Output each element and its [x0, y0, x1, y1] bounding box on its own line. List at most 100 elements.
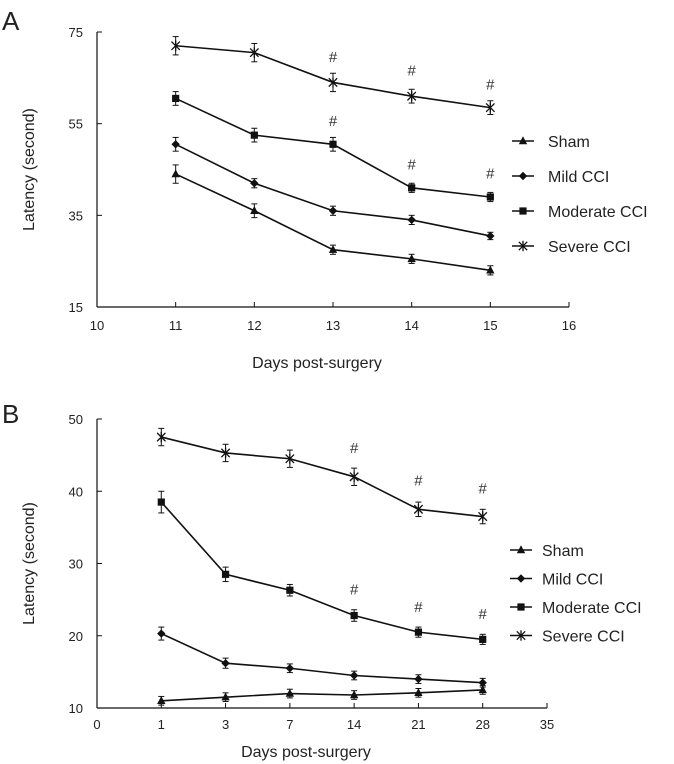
panel-a-legend-item-severe-cci: Severe CCI [512, 239, 631, 256]
panel-b-series-moderate-cci [157, 490, 487, 645]
panel-a-point-sham [407, 254, 416, 263]
panel-a-point-mild-cci [171, 140, 180, 149]
panel-a-x-tick-label: 13 [326, 318, 340, 333]
panel-a-point-mild-cci [486, 231, 495, 241]
panel-b-x-tick-label: 7 [286, 717, 293, 732]
panel-a-point-severe-cci [485, 102, 495, 113]
panel-a-x-tick-label: 16 [562, 318, 576, 333]
panel-b-legend-marker [517, 603, 525, 611]
panel-a-point-severe-cci [249, 47, 259, 58]
panel-b-x-tick-label: 1 [158, 717, 165, 732]
panel-b-y-tick-label: 30 [69, 557, 83, 572]
panel-b-legend-item-sham: Sham [510, 543, 584, 560]
panel-a-point-moderate-cci [172, 94, 180, 103]
panel-b-annotation-hash: # [479, 480, 488, 497]
panel-a-x-tick-label: 15 [483, 318, 497, 333]
panel-a-legend-marker [519, 207, 527, 215]
panel-b-point-moderate-cci [350, 611, 358, 620]
panel-a-y-tick-label: 15 [69, 300, 83, 315]
panel-a-legend-item-mild-cci: Mild CCI [512, 169, 609, 186]
panel-b-x-tick-label: 35 [540, 717, 554, 732]
panel-b-point-moderate-cci [157, 498, 165, 506]
panel-a-legend-marker [518, 136, 528, 145]
panel-b-annotation-hash: # [350, 440, 359, 457]
panel-a-x-axis-label: Days post-surgery [252, 355, 382, 372]
panel-a-legend-item-sham: Sham [512, 134, 590, 151]
panel-a-chart: A 10 11 12 13 14 15 16 15 35 55 75 Days post-surgery… [2, 6, 648, 372]
panel-b-legend-label: Sham [542, 543, 584, 560]
panel-b-legend-label: Severe CCI [542, 629, 625, 646]
panel-b-series-sham [157, 685, 487, 706]
panel-a-point-severe-cci [171, 40, 181, 51]
panel-a-legend-marker [518, 240, 528, 252]
panel-a-y-tick-label: 75 [69, 25, 83, 40]
panel-b-y-axis-label: Latency (second) [21, 502, 38, 625]
panel-b-annotation-hash: # [350, 582, 359, 599]
panel-a-x-tick-label: 14 [404, 318, 418, 333]
panel-b-legend-label: Mild CCI [542, 572, 603, 589]
panel-a-point-sham [250, 206, 259, 214]
panel-b-line-sham [161, 689, 483, 702]
panel-b-point-mild-cci [414, 674, 423, 684]
panel-a-y-tick-label: 35 [69, 208, 83, 223]
panel-b-line-moderate-cci [160, 501, 483, 641]
panel-a-x-tick-label: 11 [169, 318, 183, 333]
panel-b-annotation-hash: # [414, 472, 423, 489]
panel-a-annotation-hash: # [329, 49, 338, 66]
panel-b-legend-marker [516, 630, 526, 641]
panel-b-annotation-hash: # [479, 606, 488, 623]
panel-b-series-mild-cci [157, 626, 487, 688]
panel-b-x-tick-label: 14 [347, 717, 361, 732]
panel-b-line-severe-cci [161, 436, 483, 518]
panel-b-x-tick-label: 28 [475, 717, 489, 732]
panel-a-annotation-hash: # [486, 166, 495, 183]
panel-a-point-mild-cci [407, 215, 416, 225]
panel-a-point-sham [328, 245, 338, 253]
panel-a-legend-label: Sham [548, 134, 590, 151]
panel-b-point-mild-cci [349, 671, 359, 680]
panel-a-line-mild-cci [175, 143, 491, 237]
panel-a-annotation-hash: # [407, 63, 416, 80]
panel-b-legend-item-severe-cci: Severe CCI [510, 629, 625, 646]
panel-a-y-axis-label: Latency (second) [21, 108, 38, 231]
panel-a-point-sham [171, 169, 180, 178]
panel-a-x-tick-label: 12 [247, 318, 261, 333]
panel-a-annotation-hash: # [407, 157, 416, 174]
panel-b-point-mild-cci [157, 629, 166, 638]
panel-b-point-moderate-cci [221, 570, 230, 578]
panel-b-point-sham [285, 688, 295, 697]
panel-b-legend-marker [516, 545, 526, 554]
panel-a-point-mild-cci [328, 206, 338, 215]
panel-a-legend-marker [518, 171, 528, 181]
panel-a-x-tick-label: 10 [90, 318, 104, 333]
panel-b-point-severe-cci [413, 504, 424, 515]
panel-b-point-severe-cci [478, 511, 488, 522]
panel-b-point-sham [157, 696, 166, 704]
panel-b-point-sham [221, 692, 230, 701]
panel-a-point-moderate-cci [408, 184, 416, 192]
panel-a-point-severe-cci [328, 77, 338, 88]
panel-b-y-tick-label: 40 [69, 484, 83, 499]
panel-b-y-tick-label: 20 [69, 629, 83, 644]
panel-b-annotation-hash: # [414, 599, 423, 616]
panel-a-line-sham [175, 173, 491, 272]
panel-b-y-tick-label: 10 [69, 701, 83, 716]
panel-b-x-tick-label: 3 [222, 717, 229, 732]
panel-a-label: A [2, 6, 20, 36]
panel-b-label: B [2, 399, 19, 429]
panel-a-annotation-hash: # [329, 113, 338, 130]
panel-b-point-sham [478, 685, 487, 694]
panel-b-point-moderate-cci [414, 628, 423, 636]
panel-a-point-moderate-cci [250, 131, 258, 139]
panel-b-point-mild-cci [478, 678, 487, 687]
panel-b-x-axis-label: Days post-surgery [241, 744, 371, 761]
panel-b-legend-item-mild-cci: Mild CCI [510, 572, 603, 589]
panel-b-chart: B 0 1 3 7 14 21 28 35 10 20 30 40 50 Days post-surgery… [2, 399, 642, 761]
panel-a-legend-label: Mild CCI [548, 169, 609, 186]
panel-a-legend-item-moderate-cci: Moderate CCI [512, 204, 648, 221]
panel-b-point-severe-cci [156, 431, 166, 443]
panel-a-y-tick-label: 55 [69, 117, 83, 132]
panel-a-series-moderate-cci [172, 91, 494, 203]
panel-a-point-moderate-cci [329, 140, 337, 148]
